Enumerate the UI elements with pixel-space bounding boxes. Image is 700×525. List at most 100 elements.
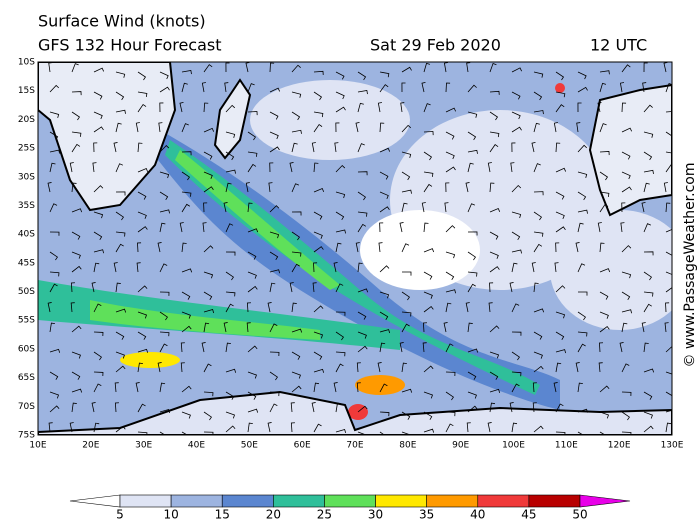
wind-barb — [269, 282, 276, 293]
wind-barb — [159, 102, 164, 113]
wind-barb — [137, 168, 149, 173]
map-field — [38, 62, 672, 435]
wind-barb — [665, 251, 672, 260]
wind-barb — [643, 131, 654, 138]
wind-barb — [49, 111, 60, 119]
wind-barb — [643, 62, 648, 73]
wind-barb — [181, 82, 188, 93]
wind-barb — [93, 331, 104, 337]
wind-barb — [555, 285, 566, 293]
colorbar-low — [69, 494, 121, 508]
wind-barb — [445, 302, 452, 313]
lat-label: 10S — [18, 58, 35, 68]
lat-label: 20S — [18, 115, 35, 125]
wind-barb — [313, 331, 324, 339]
wind-barb — [423, 305, 434, 313]
wind-barb — [93, 262, 100, 273]
wind-barb — [225, 425, 236, 433]
wind-barb — [159, 144, 170, 153]
wind-barb — [203, 391, 214, 397]
wind-barb — [555, 211, 565, 220]
wind-barb — [335, 242, 342, 253]
wind-barb — [445, 225, 456, 233]
wind-barb — [247, 408, 259, 413]
wind-barb — [399, 342, 404, 353]
wind-barb — [422, 342, 427, 353]
wind-barb — [115, 365, 126, 373]
colorbar-segment — [375, 494, 427, 508]
wind-barb — [599, 151, 610, 156]
wind-barb — [423, 131, 434, 136]
wind-barb — [313, 305, 324, 313]
wind-barb — [621, 202, 626, 213]
wind-barb — [158, 122, 163, 133]
lon-label: 30E — [135, 441, 152, 451]
wind-barb — [577, 311, 586, 321]
wind-barb — [115, 331, 125, 340]
lon-label: 50E — [241, 441, 258, 451]
wind-barb — [621, 271, 632, 279]
wind-barb — [401, 411, 411, 420]
wind-barb — [466, 62, 471, 73]
wind-barb — [487, 422, 492, 433]
wind-barb — [467, 348, 479, 353]
wind-barb — [445, 107, 457, 113]
wind-barb — [356, 382, 361, 393]
wind-barb — [443, 322, 448, 333]
wind-barb — [269, 205, 280, 213]
wind-barb — [203, 127, 215, 133]
wind-barb — [533, 351, 543, 359]
wind-barb — [621, 151, 631, 160]
wind-barb — [313, 351, 323, 360]
lon-label: 10E — [29, 441, 46, 451]
wind-barb — [291, 328, 303, 333]
wind-barb — [643, 368, 655, 373]
wind-barb — [49, 322, 55, 333]
wind-barb — [49, 84, 60, 93]
wind-barb — [245, 62, 250, 73]
wind-barb — [599, 82, 607, 93]
wind-barb — [114, 382, 119, 393]
lon-label: 40E — [188, 441, 205, 451]
colorbar-segment — [170, 494, 223, 508]
wind-barb — [247, 285, 258, 293]
wind-barb — [621, 64, 631, 73]
wind-barb — [159, 431, 166, 435]
wind-barb — [401, 189, 412, 194]
wind-barb — [93, 371, 104, 377]
wind-barb — [643, 104, 653, 113]
wind-barb — [599, 70, 610, 75]
wind-barb — [444, 202, 449, 213]
wind-barb — [379, 84, 389, 93]
wind-barb — [269, 162, 274, 173]
colorbar-label: 15 — [215, 508, 230, 522]
wind-barb — [269, 391, 280, 397]
wind-barb — [71, 251, 81, 259]
lon-label: 60E — [294, 441, 311, 451]
wind-barb — [225, 223, 234, 233]
wind-barb — [577, 331, 588, 337]
wind-barb — [247, 202, 253, 213]
wind-barb — [533, 365, 544, 373]
colorbar-label: 50 — [572, 508, 587, 522]
wind-barb — [355, 122, 360, 133]
wind-barb — [379, 383, 388, 393]
wind-barb — [49, 391, 60, 399]
wind-barb — [181, 268, 193, 273]
forecast-date: Sat 29 Feb 2020 — [370, 36, 501, 55]
wind-barb — [401, 291, 410, 301]
wind-barb — [467, 162, 474, 173]
wind-barb — [401, 271, 412, 276]
wind-barb — [137, 285, 148, 293]
wind-barb — [201, 82, 206, 93]
wind-barb — [445, 182, 450, 193]
lon-label: 120E — [608, 441, 631, 451]
wind-barb — [511, 126, 522, 133]
wind-barb — [247, 371, 257, 379]
wind-barb — [555, 167, 567, 173]
wind-barb — [599, 191, 610, 197]
wind-barb — [159, 343, 168, 353]
wind-barb — [357, 191, 367, 201]
wind-barb — [115, 71, 126, 78]
